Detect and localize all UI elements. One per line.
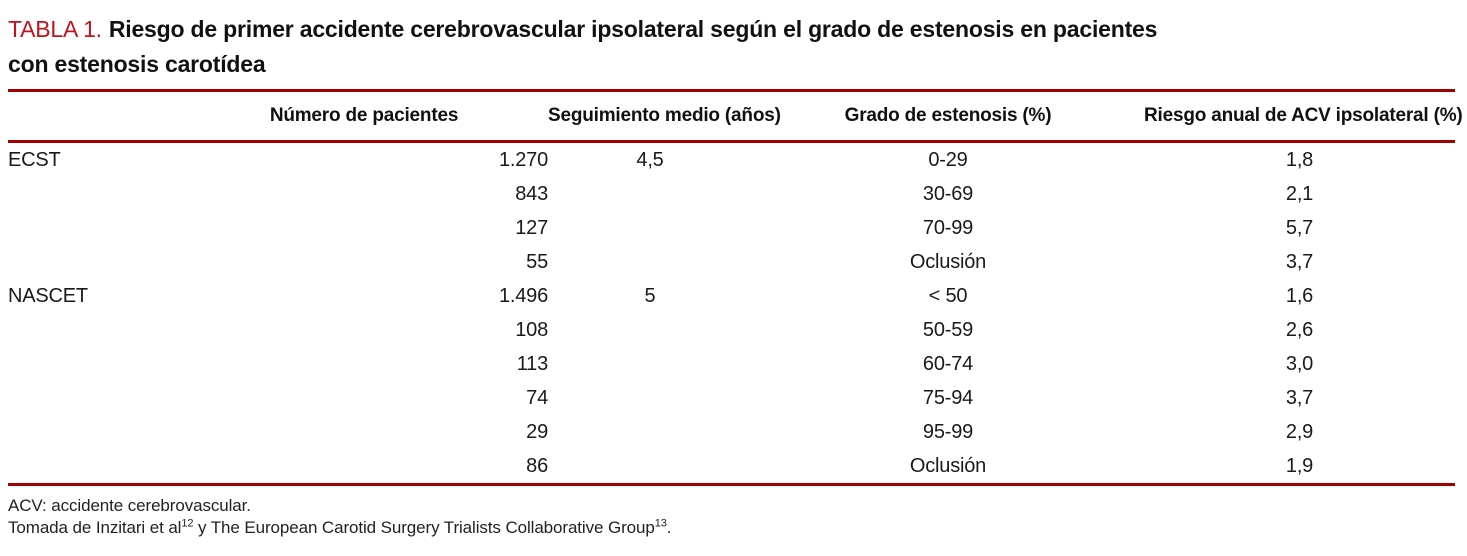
title-text-line1: Riesgo de primer accidente cerebrovascul…: [108, 16, 1158, 42]
table-row: 127 70-99 5,7: [8, 211, 1455, 245]
pacientes-cell: 113: [516, 352, 548, 375]
table-row: NASCET 1.496 5 < 50 1,6: [8, 279, 1455, 313]
table-title: TABLA 1. Riesgo de primer accidente cereb…: [0, 0, 1467, 82]
estenosis-risk-table: Número de pacientes Seguimiento medio (a…: [8, 89, 1463, 486]
header-row: Número de pacientes Seguimiento medio (a…: [8, 90, 1463, 143]
seguimiento-cell: [548, 245, 752, 279]
riesgo-cell: 2,9: [1285, 420, 1314, 443]
grado-cell: 70-99: [922, 216, 974, 239]
seguimiento-cell: [548, 177, 752, 211]
grado-cell: 30-69: [922, 182, 974, 205]
seguimiento-cell: [548, 449, 752, 485]
footnote-source: Tomada de Inzitari et al12 y The Europea…: [8, 517, 1455, 539]
riesgo-cell: 5,7: [1285, 216, 1314, 239]
riesgo-cell: 1,8: [1285, 148, 1314, 171]
study-cell: [8, 313, 180, 347]
grado-cell: 50-59: [922, 318, 974, 341]
table-row: 108 50-59 2,6: [8, 313, 1455, 347]
table-number-label: TABLA 1.: [8, 16, 102, 42]
seguimiento-cell: 4,5: [636, 148, 664, 171]
table-row: 55 Oclusión 3,7: [8, 245, 1455, 279]
study-cell: [8, 347, 180, 381]
grado-cell: Oclusión: [909, 454, 987, 477]
footnote-source-period: .: [666, 518, 672, 537]
study-cell: [8, 381, 180, 415]
grado-cell: 95-99: [922, 420, 974, 443]
grado-cell: 60-74: [922, 352, 974, 375]
riesgo-cell: 2,6: [1285, 318, 1314, 341]
footnote-abbreviation: ACV: accidente cerebrovascular.: [8, 496, 251, 515]
col-header-pacientes: Número de pacientes: [180, 90, 548, 143]
seguimiento-cell: [548, 381, 752, 415]
seguimiento-cell: [548, 211, 752, 245]
study-cell: [8, 449, 180, 485]
col-header-seguimiento: Seguimiento medio (años): [548, 90, 781, 143]
grado-cell: Oclusión: [909, 250, 987, 273]
pacientes-cell: 86: [526, 454, 548, 477]
table-footnotes: ACV: accidente cerebrovascular. Tomada d…: [8, 495, 1455, 539]
seguimiento-cell: [548, 415, 752, 449]
pacientes-cell: 55: [526, 250, 548, 273]
title-line-1: TABLA 1. Riesgo de primer accidente cereb…: [8, 12, 1451, 47]
col-header-riesgo: Riesgo anual de ACV ipsolateral (%): [1144, 90, 1463, 143]
study-cell: [8, 415, 180, 449]
table-row: ECST 1.270 4,5 0-29 1,8: [8, 142, 1455, 178]
table-row: 86 Oclusión 1,9: [8, 449, 1455, 485]
pacientes-cell: 1.496: [498, 284, 548, 307]
pacientes-cell: 29: [526, 420, 548, 443]
footnote-source-text-2: y The European Carotid Surgery Trialists…: [193, 518, 655, 537]
grado-cell: 0-29: [928, 148, 968, 171]
seguimiento-cell: [548, 313, 752, 347]
title-text-line2: con estenosis carotídea: [8, 51, 266, 77]
study-cell: ECST: [8, 148, 61, 171]
table-header: Número de pacientes Seguimiento medio (a…: [8, 90, 1463, 143]
grado-cell: 75-94: [922, 386, 974, 409]
table-row: 843 30-69 2,1: [8, 177, 1455, 211]
table-row: 113 60-74 3,0: [8, 347, 1455, 381]
study-cell: [8, 211, 180, 245]
table-body: ECST 1.270 4,5 0-29 1,8 843 30-69 2,1 12…: [8, 142, 1455, 485]
table-row: 29 95-99 2,9: [8, 415, 1455, 449]
seguimiento-cell: [548, 347, 752, 381]
riesgo-cell: 3,7: [1285, 250, 1314, 273]
table-row: 74 75-94 3,7: [8, 381, 1455, 415]
col-header-grado: Grado de estenosis (%): [752, 90, 1144, 143]
pacientes-cell: 843: [515, 182, 548, 205]
col-header-study: [8, 90, 180, 143]
pacientes-cell: 74: [526, 386, 548, 409]
riesgo-cell: 3,7: [1285, 386, 1314, 409]
riesgo-cell: 1,6: [1285, 284, 1314, 307]
pacientes-cell: 127: [515, 216, 548, 239]
riesgo-cell: 3,0: [1285, 352, 1314, 375]
footnote-reference-12: 12: [181, 517, 194, 530]
seguimiento-cell: 5: [644, 284, 656, 307]
pacientes-cell: 1.270: [498, 148, 548, 171]
study-cell: [8, 245, 180, 279]
footnote-source-text-1: Tomada de Inzitari et al: [8, 518, 182, 537]
riesgo-cell: 2,1: [1285, 182, 1314, 205]
pacientes-cell: 108: [515, 318, 548, 341]
study-cell: NASCET: [8, 284, 88, 307]
study-cell: [8, 177, 180, 211]
grado-cell: < 50: [928, 284, 968, 307]
riesgo-cell: 1,9: [1285, 454, 1314, 477]
footnote-reference-13: 13: [654, 517, 667, 530]
